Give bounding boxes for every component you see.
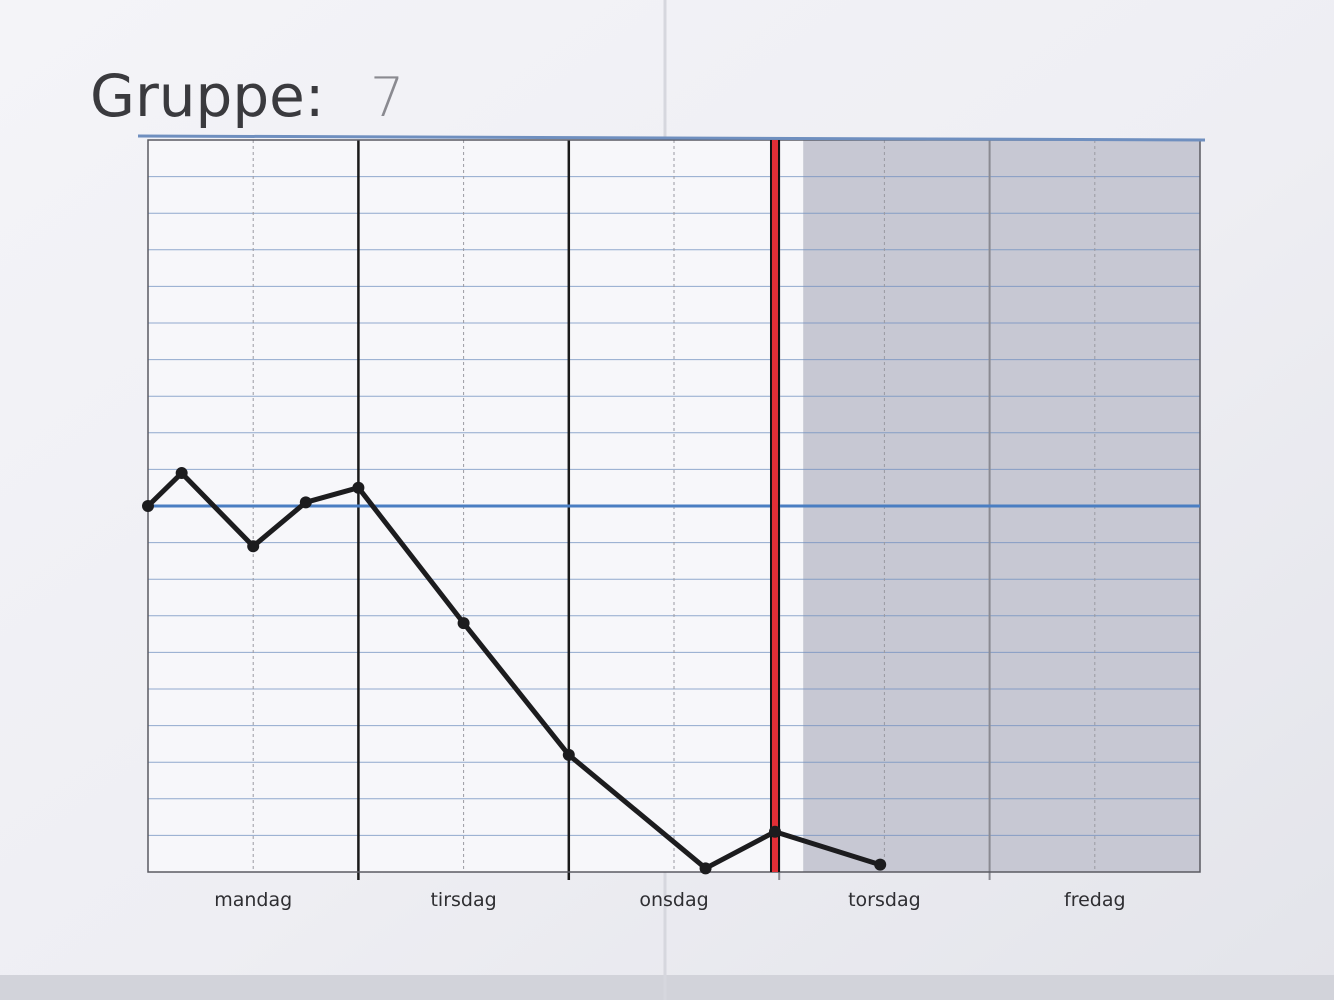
series-line <box>145 470 883 871</box>
day-labels: mandag tirsdag onsdag torsdag fredag <box>214 889 1125 911</box>
series-point <box>699 862 712 875</box>
day-label: fredag <box>1064 889 1126 911</box>
series-point <box>768 825 781 838</box>
sheet-title: Gruppe: <box>90 62 324 130</box>
day-label: tirsdag <box>430 889 496 911</box>
series-point <box>247 540 260 553</box>
series-point <box>874 858 887 871</box>
day-label: onsdag <box>639 889 708 911</box>
day-label: mandag <box>214 889 292 911</box>
wall-strip <box>0 975 1334 1000</box>
series-point <box>175 467 188 480</box>
series-point <box>299 496 312 509</box>
series-point <box>457 617 470 630</box>
day-label: torsdag <box>848 889 921 911</box>
group-number: 7 <box>370 66 404 129</box>
top-border-line <box>137 134 1206 142</box>
series-point <box>142 500 154 512</box>
series-point <box>352 481 365 494</box>
chart-plot-area <box>137 134 1206 880</box>
series-point <box>562 748 575 761</box>
